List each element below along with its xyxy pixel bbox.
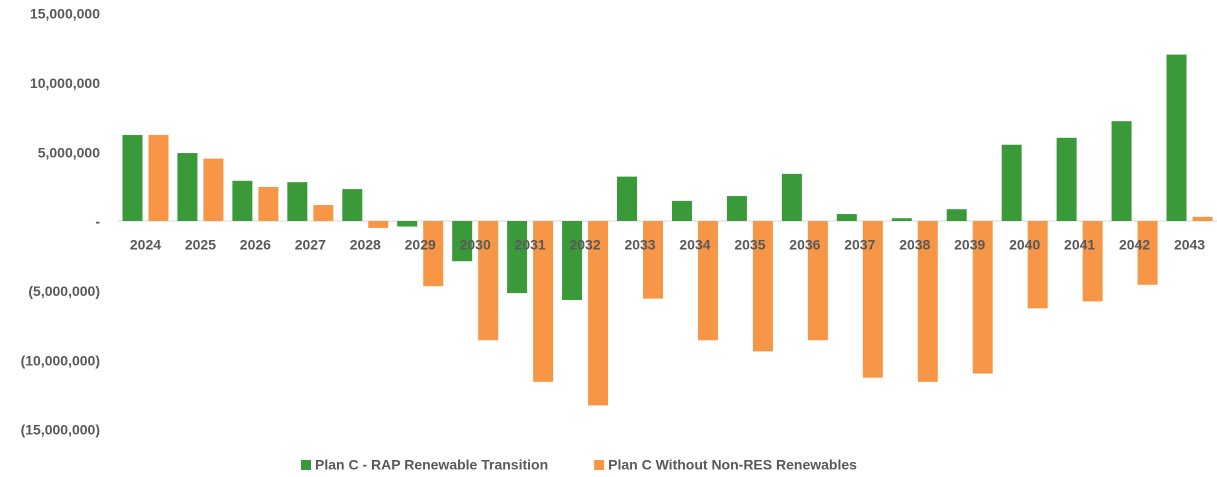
bar <box>1137 221 1158 285</box>
x-tick-label: 2037 <box>844 237 875 253</box>
bar <box>862 221 883 378</box>
bar <box>836 214 857 221</box>
bar <box>258 187 279 221</box>
bar <box>342 189 363 221</box>
legend-swatch <box>594 460 605 470</box>
bar <box>752 221 773 352</box>
bar <box>478 221 499 341</box>
bar <box>177 153 198 221</box>
bar <box>1027 221 1048 309</box>
bar <box>203 158 224 221</box>
x-tick-label: 2026 <box>240 237 271 253</box>
x-tick-label: 2036 <box>789 237 820 253</box>
y-tick-label: 10,000,000 <box>30 75 100 91</box>
x-tick-label: 2040 <box>1009 237 1040 253</box>
bar <box>917 221 938 382</box>
bar <box>287 182 308 221</box>
x-tick-label: 2032 <box>569 237 600 253</box>
bar <box>781 173 802 221</box>
x-tick-label: 2039 <box>954 237 985 253</box>
bar <box>313 205 334 221</box>
x-tick-label: 2030 <box>460 237 491 253</box>
bar <box>423 221 444 287</box>
x-tick-label: 2024 <box>130 237 161 253</box>
x-tick-label: 2028 <box>350 237 381 253</box>
bar <box>533 221 554 382</box>
x-tick-label: 2034 <box>679 237 710 253</box>
bar <box>1082 221 1103 302</box>
bar <box>562 221 583 301</box>
x-tick-label: 2027 <box>295 237 326 253</box>
bar <box>671 200 692 221</box>
bar <box>1166 54 1187 221</box>
bar <box>588 221 609 406</box>
legend-swatch <box>301 460 311 470</box>
x-tick-label: 2033 <box>624 237 655 253</box>
x-tick-label: 2042 <box>1119 237 1150 253</box>
bar <box>643 221 664 299</box>
bar <box>1192 216 1213 221</box>
x-tick-label: 2035 <box>734 237 765 253</box>
bar <box>726 196 747 221</box>
bar <box>1056 137 1077 221</box>
bar <box>972 221 993 374</box>
x-tick-label: 2041 <box>1064 237 1095 253</box>
bar <box>697 221 718 341</box>
bar <box>397 221 418 227</box>
y-tick-label: 5,000,000 <box>38 144 100 160</box>
y-tick-label: (10,000,000) <box>21 352 100 368</box>
y-tick-label: (5,000,000) <box>28 283 100 299</box>
bar <box>1001 144 1022 221</box>
bar <box>368 221 389 228</box>
bar <box>946 209 967 221</box>
bar <box>122 135 143 221</box>
bar <box>148 135 169 221</box>
bar <box>891 218 912 221</box>
y-tick-label: - <box>95 214 100 230</box>
bar <box>807 221 828 341</box>
x-tick-label: 2031 <box>515 237 546 253</box>
y-tick-label: 15,000,000 <box>30 6 100 22</box>
bar <box>1111 121 1132 221</box>
bar <box>617 176 638 221</box>
bar <box>452 221 473 262</box>
x-tick-label: 2038 <box>899 237 930 253</box>
bar <box>507 221 528 294</box>
x-tick-label: 2025 <box>185 237 216 253</box>
bar <box>232 180 253 221</box>
x-tick-label: 2043 <box>1174 237 1205 253</box>
y-tick-label: (15,000,000) <box>21 422 100 438</box>
legend-label: Plan C Without Non-RES Renewables <box>608 457 857 473</box>
legend-label: Plan C - RAP Renewable Transition <box>315 457 548 473</box>
x-tick-label: 2029 <box>405 237 436 253</box>
